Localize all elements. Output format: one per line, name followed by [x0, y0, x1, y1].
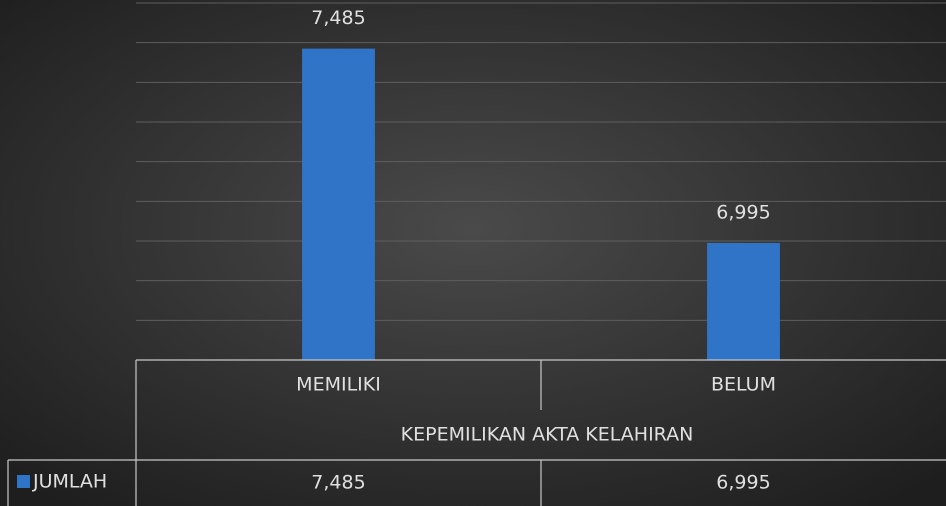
table-value: 7,485: [311, 472, 365, 494]
bar: [302, 48, 375, 360]
data-label: 7,485: [311, 7, 365, 29]
table-value: 6,995: [716, 472, 770, 494]
x-axis-label: KEPEMILIKAN AKTA KELAHIRAN: [401, 424, 694, 446]
data-label: 6,995: [716, 201, 770, 223]
legend-label: JUMLAH: [32, 471, 107, 493]
bar: [707, 242, 780, 360]
x-tick-label: MEMILIKI: [296, 374, 381, 396]
legend-key: [17, 475, 30, 488]
x-tick-label: BELUM: [711, 374, 776, 396]
